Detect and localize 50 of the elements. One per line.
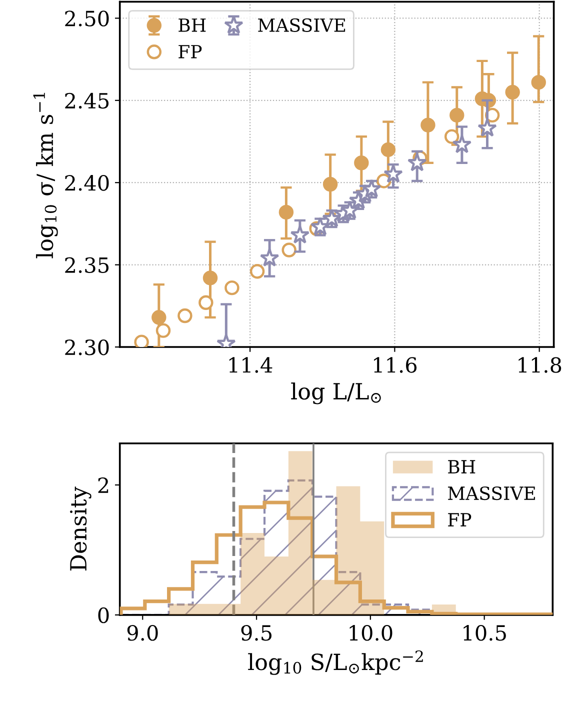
point: [178, 308, 192, 324]
point: [420, 118, 436, 132]
y-axis-title: Density: [70, 486, 92, 571]
x-tick-label: 10.5: [464, 625, 506, 641]
y-tick-label: 2.45: [65, 92, 109, 109]
point: [202, 270, 218, 286]
y-tick-label: 2.30: [65, 339, 109, 356]
legend-label: MASSIVE: [448, 486, 535, 500]
x-tick-label: 11.6: [374, 357, 417, 373]
legend-label: FP: [448, 513, 472, 526]
point: [452, 134, 472, 154]
x-axis-title: log L/L$_{⊙}$: [291, 382, 381, 404]
point: [384, 164, 403, 183]
point: [134, 334, 149, 347]
x-tick-label: 11.8: [518, 357, 562, 373]
point: [290, 225, 310, 244]
point: [282, 242, 296, 258]
x-tick-label: 11.4: [229, 357, 272, 373]
point: [505, 84, 520, 100]
point: [478, 118, 497, 137]
point: [531, 74, 546, 90]
y-axis-title: log$_{10}$ σ/ km s$^{−1}$: [33, 92, 58, 258]
point: [250, 264, 265, 279]
y-tick-label: 0: [98, 607, 109, 624]
point: [322, 176, 338, 192]
legend-label: BH: [448, 460, 476, 474]
point: [407, 152, 427, 172]
y-tick-label: 2.50: [65, 10, 109, 26]
x-tick-label: 9.0: [127, 625, 158, 641]
point: [278, 204, 294, 220]
legend-label: BH: [178, 18, 206, 32]
point: [152, 310, 166, 325]
point: [380, 142, 396, 158]
y-tick-label: 2: [98, 477, 108, 493]
legend-label: MASSIVE: [258, 18, 346, 32]
legend-label: FP: [178, 45, 202, 58]
y-tick-label: 2.40: [65, 175, 109, 191]
point: [362, 179, 382, 198]
x-tick-label: 9.5: [241, 625, 272, 641]
point: [260, 248, 280, 267]
point: [450, 108, 464, 123]
point: [224, 280, 240, 296]
point: [310, 216, 330, 236]
point: [444, 129, 460, 144]
x-axis-title: log$_{10}$ S/L$_{⊙}$kpc$^{−2}$: [248, 650, 423, 675]
point: [156, 323, 171, 338]
point: [354, 156, 369, 170]
point: [198, 295, 214, 310]
y-tick-label: 2.35: [65, 257, 109, 274]
x-tick-label: 10.0: [350, 625, 392, 641]
